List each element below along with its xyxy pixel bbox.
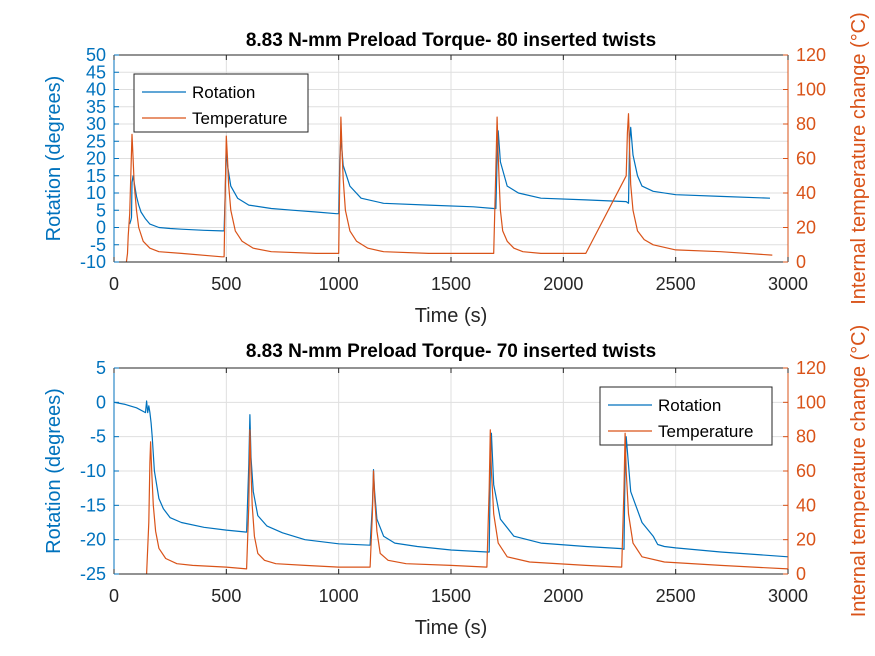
y-tick-label-left: -10 — [80, 461, 106, 481]
y-tick-label-left: 5 — [96, 200, 106, 220]
y-tick-label-right: 40 — [796, 183, 816, 203]
y-tick-label-left: 10 — [86, 183, 106, 203]
y-tick-label-left: 45 — [86, 62, 106, 82]
y-tick-label-left: -5 — [90, 235, 106, 255]
x-tick-label: 1000 — [319, 274, 359, 294]
y-tick-label-left: -5 — [90, 427, 106, 447]
x-tick-label: 2000 — [543, 274, 583, 294]
y-tick-label-right: 0 — [796, 564, 806, 584]
series-line-temperature — [146, 429, 789, 575]
y-tick-label-right: 100 — [796, 80, 826, 100]
x-axis-label: Time (s) — [415, 305, 488, 327]
x-tick-label: 0 — [109, 586, 119, 606]
x-tick-label: 500 — [211, 274, 241, 294]
legend-box — [133, 73, 309, 133]
y-tick-label-right: 40 — [796, 495, 816, 515]
y-tick-label-left: 5 — [96, 358, 106, 378]
y-tick-label-left: 40 — [86, 80, 106, 100]
y-tick-label-left: 0 — [96, 218, 106, 238]
y-tick-label-left: 35 — [86, 97, 106, 117]
y-tick-label-left: -25 — [80, 564, 106, 584]
chart-title: 8.83 N-mm Preload Torque- 80 inserted tw… — [246, 30, 656, 51]
y-axis-label-right: Internal temperature change (°C) — [848, 325, 870, 618]
chart-top: 8.83 N-mm Preload Torque- 80 inserted tw… — [43, 12, 870, 327]
legend-box — [599, 386, 773, 446]
x-tick-label: 500 — [211, 586, 241, 606]
x-tick-label: 2500 — [656, 274, 696, 294]
legend-label-temperature: Temperature — [658, 422, 753, 441]
x-tick-label: 2000 — [543, 586, 583, 606]
y-tick-label-left: 25 — [86, 131, 106, 151]
y-tick-label-right: 60 — [796, 461, 816, 481]
y-tick-label-left: 15 — [86, 166, 106, 186]
legend-label-rotation: Rotation — [658, 396, 721, 415]
y-tick-label-right: 20 — [796, 530, 816, 550]
y-tick-label-left: 50 — [86, 45, 106, 65]
y-tick-label-left: -10 — [80, 252, 106, 272]
legend-label-temperature: Temperature — [192, 109, 287, 128]
series-line-temperature — [125, 113, 773, 263]
y-tick-label-right: 120 — [796, 45, 826, 65]
x-tick-label: 1000 — [319, 586, 359, 606]
x-tick-label: 3000 — [768, 274, 808, 294]
y-axis-label-right: Internal temperature change (°C) — [848, 12, 870, 305]
y-tick-label-right: 20 — [796, 218, 816, 238]
x-tick-label: 3000 — [768, 586, 808, 606]
y-tick-label-left: 0 — [96, 392, 106, 412]
y-axis-label-left: Rotation (degrees) — [43, 388, 65, 554]
y-tick-label-right: 60 — [796, 149, 816, 169]
y-tick-label-right: 80 — [796, 114, 816, 134]
y-tick-label-left: -15 — [80, 495, 106, 515]
x-axis-label: Time (s) — [415, 617, 488, 639]
chart-title: 8.83 N-mm Preload Torque- 70 inserted tw… — [246, 341, 656, 362]
y-tick-label-right: 120 — [796, 358, 826, 378]
y-tick-label-right: 0 — [796, 252, 806, 272]
x-tick-label: 1500 — [431, 586, 471, 606]
y-tick-label-right: 80 — [796, 427, 816, 447]
y-tick-label-left: -20 — [80, 530, 106, 550]
chart-bottom: 8.83 N-mm Preload Torque- 70 inserted tw… — [43, 325, 870, 639]
y-tick-label-left: 20 — [86, 149, 106, 169]
x-tick-label: 0 — [109, 274, 119, 294]
y-tick-label-right: 100 — [796, 392, 826, 412]
x-tick-label: 1500 — [431, 274, 471, 294]
y-tick-label-left: 30 — [86, 114, 106, 134]
y-axis-label-left: Rotation (degrees) — [43, 76, 65, 242]
x-tick-label: 2500 — [656, 586, 696, 606]
legend-label-rotation: Rotation — [192, 83, 255, 102]
